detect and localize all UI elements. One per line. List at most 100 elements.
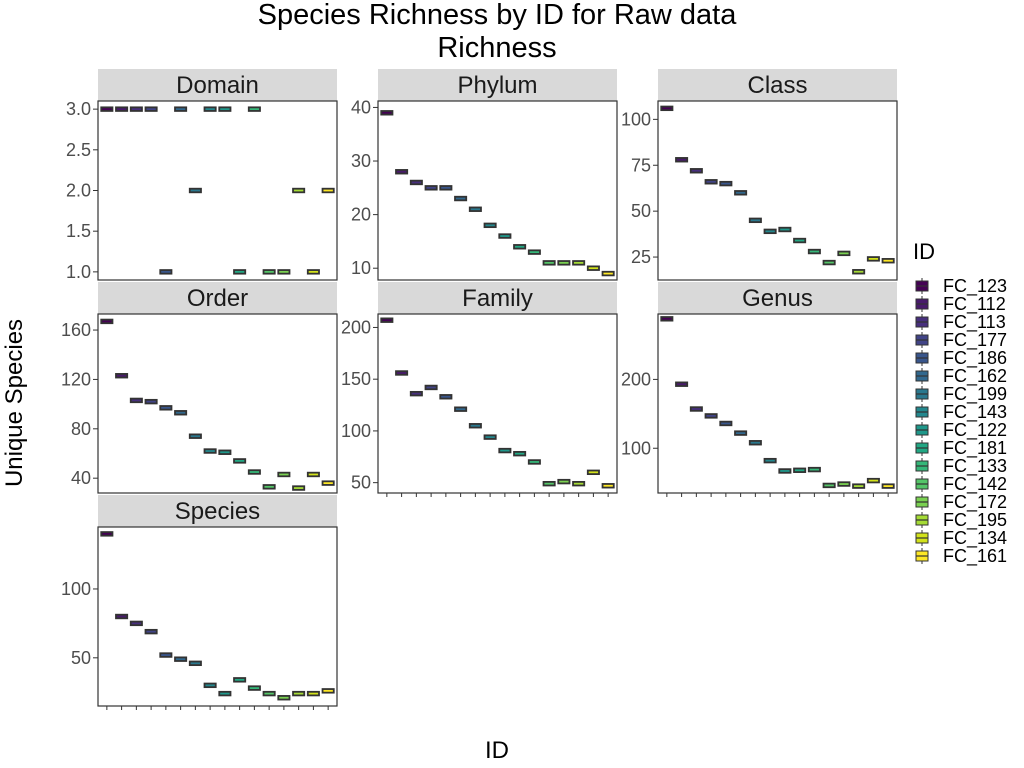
box-fc-134 <box>586 265 600 271</box>
panel-class: Class 25 50 75 100 <box>621 69 898 281</box>
box-fc-186 <box>159 405 173 411</box>
box-fc-113 <box>129 106 143 112</box>
box-fc-177 <box>144 628 158 635</box>
box-fc-195 <box>852 483 866 489</box>
chart-title-line1: Species Richness by ID for Raw data <box>258 0 738 31</box>
legend-label: FC_177 <box>943 330 1007 351</box>
strip-background <box>98 495 337 527</box>
box-fc-181 <box>793 237 807 244</box>
box-fc-199 <box>468 206 482 212</box>
box-fc-162 <box>174 656 188 662</box>
box-fc-186 <box>439 394 453 400</box>
box-fc-181 <box>233 677 247 683</box>
box-fc-172 <box>557 260 571 266</box>
box-fc-186 <box>439 185 453 191</box>
box-fc-177 <box>424 384 438 391</box>
box-fc-195 <box>572 480 586 487</box>
y-tick-label: 150 <box>341 369 371 389</box>
box-fc-195 <box>572 260 586 266</box>
box-fc-112 <box>115 613 129 620</box>
box-fc-142 <box>262 269 276 275</box>
box-fc-181 <box>513 244 527 250</box>
box-fc-122 <box>498 447 512 454</box>
box-fc-133 <box>247 685 261 691</box>
legend-label: FC_172 <box>943 492 1007 513</box>
panel-genus: Genus 100 200 <box>621 282 898 497</box>
legend-label: FC_162 <box>943 366 1007 387</box>
box-fc-199 <box>748 217 762 224</box>
legend-item: FC_162 <box>915 366 1007 387</box>
y-tick-label: 100 <box>621 438 651 458</box>
box-fc-162 <box>174 106 188 112</box>
legend-label: FC_143 <box>943 402 1007 423</box>
box-fc-172 <box>557 478 571 485</box>
y-axis-title: Unique Species <box>1 319 28 487</box>
box-fc-123 <box>380 110 394 116</box>
box-fc-199 <box>188 187 202 194</box>
legend-label: FC_195 <box>943 510 1007 531</box>
panel-border <box>657 100 898 281</box>
box-fc-177 <box>144 106 158 112</box>
box-fc-181 <box>513 450 527 457</box>
box-fc-172 <box>837 481 851 487</box>
legend-label: FC_161 <box>943 546 1007 567</box>
box-fc-134 <box>306 471 320 478</box>
y-tick-label: 200 <box>621 369 651 389</box>
box-fc-181 <box>233 269 247 275</box>
box-fc-112 <box>395 169 409 175</box>
box-fc-162 <box>454 406 468 412</box>
box-fc-123 <box>100 318 114 325</box>
legend-item: FC_143 <box>915 402 1007 423</box>
legend-item: FC_177 <box>915 330 1007 351</box>
strip-background <box>98 69 337 101</box>
legend-label: FC_113 <box>943 312 1006 333</box>
legend-label: FC_199 <box>943 384 1007 405</box>
box-fc-177 <box>704 179 718 185</box>
box-fc-123 <box>660 105 674 112</box>
box-fc-112 <box>115 373 129 379</box>
box-fc-177 <box>144 398 158 405</box>
y-tick-label: 3.0 <box>66 99 91 119</box>
panel-order: Order 40 80 120 160 <box>61 282 338 494</box>
box-fc-133 <box>807 248 821 255</box>
y-tick-label: 160 <box>61 320 91 340</box>
y-tick-label: 2.0 <box>66 181 91 201</box>
panel-border <box>97 526 338 707</box>
strip-label: Genus <box>742 285 813 312</box>
box-fc-143 <box>203 682 217 689</box>
box-fc-177 <box>424 185 438 191</box>
strip-label: Domain <box>176 72 259 99</box>
legend-item: FC_133 <box>915 456 1007 477</box>
y-tick-label: 20 <box>351 205 371 225</box>
box-fc-112 <box>675 157 689 163</box>
box-fc-134 <box>306 690 320 697</box>
box-fc-133 <box>807 466 821 473</box>
y-tick-label: 30 <box>351 151 371 171</box>
box-fc-122 <box>218 449 232 455</box>
facet-panels: Domain 1.0 1.5 2.0 2.5 3.0 Phylum 10 20 30 40 Class… <box>61 69 898 710</box>
box-fc-161 <box>881 483 895 489</box>
x-axis-title: ID <box>485 737 509 764</box>
panel-domain: Domain 1.0 1.5 2.0 2.5 3.0 <box>66 69 338 282</box>
box-fc-143 <box>763 228 777 235</box>
box-fc-199 <box>748 440 762 446</box>
box-fc-113 <box>409 179 423 186</box>
legend-item: FC_123 <box>915 276 1007 297</box>
box-fc-162 <box>734 190 748 196</box>
box-fc-195 <box>292 485 306 491</box>
legend-item: FC_113 <box>915 312 1006 333</box>
box-fc-195 <box>852 269 866 275</box>
box-fc-186 <box>719 180 733 187</box>
box-fc-113 <box>689 168 703 174</box>
box-fc-122 <box>498 233 512 239</box>
box-fc-113 <box>689 406 703 412</box>
box-fc-123 <box>660 316 674 322</box>
box-fc-177 <box>704 413 718 419</box>
box-fc-113 <box>129 397 143 404</box>
legend-label: FC_112 <box>943 294 1006 315</box>
legend-item: FC_122 <box>915 420 1007 441</box>
box-fc-172 <box>277 695 291 701</box>
box-fc-161 <box>321 688 335 694</box>
box-fc-195 <box>292 690 306 697</box>
